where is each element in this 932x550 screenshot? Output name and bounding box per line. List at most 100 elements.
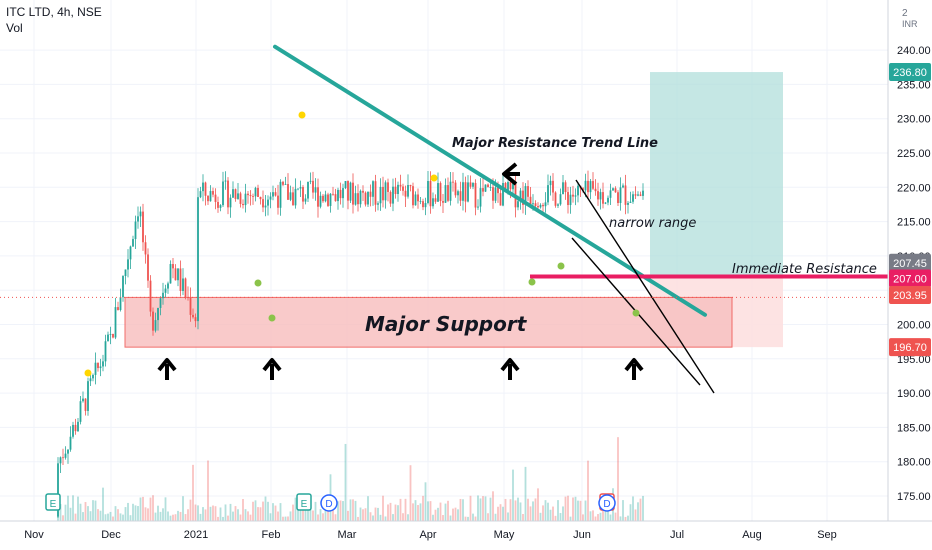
volume-bar — [582, 514, 584, 521]
candle-body — [297, 188, 299, 190]
candle-body — [109, 333, 112, 335]
volume-bar — [534, 498, 537, 521]
candle-body — [527, 186, 529, 197]
candle-body — [499, 193, 502, 206]
volume-bar — [302, 510, 304, 521]
volume-bar — [227, 515, 229, 521]
volume-bar — [217, 516, 219, 521]
candle-body — [507, 182, 509, 192]
candle-body — [179, 268, 182, 291]
candle-body — [594, 188, 597, 192]
candle-body — [554, 192, 557, 206]
volume-bar — [137, 506, 139, 521]
volume-bar — [577, 500, 579, 521]
volume-bar — [467, 516, 469, 521]
candle-body — [162, 292, 164, 299]
y-tick-label: 215.00 — [897, 217, 931, 229]
candle-body — [642, 190, 644, 196]
volume-bar — [519, 502, 522, 521]
candle-body — [262, 199, 264, 208]
volume-bar — [337, 501, 339, 521]
candle-body — [227, 180, 229, 208]
volume-bar — [597, 514, 599, 521]
annotation-immediate-resistance: Immediate Resistance — [732, 262, 877, 277]
volume-bar — [179, 511, 182, 521]
volume-bar — [127, 502, 129, 521]
volume-bar — [164, 497, 167, 521]
volume-bar — [209, 506, 212, 521]
candle-body — [59, 457, 62, 464]
candle-body — [619, 187, 622, 203]
volume-bar — [307, 510, 309, 521]
volume-bar — [369, 512, 372, 521]
candle-body — [152, 311, 154, 331]
volume-bar — [394, 504, 397, 521]
candle-body — [567, 192, 569, 206]
volume-bar — [484, 496, 487, 521]
candle-body — [182, 278, 184, 291]
volume-bar — [92, 500, 94, 521]
candle-body — [144, 242, 147, 255]
volume-bar — [82, 512, 84, 521]
signal-dot — [254, 279, 262, 287]
volume-bar — [619, 516, 622, 521]
volume-bar — [632, 496, 634, 521]
candle-body — [562, 182, 564, 195]
candle-body — [177, 268, 179, 281]
volume-bar — [297, 509, 299, 521]
candle-body — [557, 204, 559, 206]
price-tag-box — [889, 63, 931, 82]
candle-body — [319, 195, 322, 207]
candle-body — [114, 307, 117, 338]
volume-bar — [62, 515, 64, 521]
candle-body — [62, 457, 64, 459]
volume-bar — [134, 505, 137, 521]
candle-body — [572, 194, 574, 197]
candle-body — [282, 181, 284, 185]
volume-bar — [152, 495, 154, 521]
candle-body — [107, 334, 109, 342]
volume-bar — [452, 508, 454, 521]
volume-bar — [529, 506, 532, 521]
candle-body — [142, 211, 144, 243]
volume-bar — [494, 513, 497, 521]
volume-bar — [74, 513, 77, 521]
volume-bar — [379, 514, 382, 521]
volume-bar — [132, 503, 134, 521]
candle-body — [299, 187, 302, 189]
candle-body — [312, 180, 314, 193]
volume-bar — [404, 498, 407, 521]
candle-body — [104, 341, 107, 362]
volume-bar — [492, 491, 494, 521]
volume-bar — [584, 500, 587, 521]
volume-bar — [522, 514, 524, 521]
volume-bar — [499, 504, 502, 521]
candle-body — [197, 197, 199, 322]
candle-body — [272, 192, 274, 197]
candle-body — [117, 307, 119, 310]
volume-bar — [189, 499, 192, 521]
volume-bar — [184, 514, 187, 521]
volume-bar — [207, 460, 209, 521]
volume-bar — [507, 512, 509, 521]
volume-bar — [487, 513, 489, 521]
volume-bar — [602, 508, 604, 521]
volume-bar — [114, 506, 117, 521]
candle-body — [129, 246, 132, 260]
candle-body — [529, 196, 532, 205]
candle-body — [329, 193, 332, 206]
volume-bar — [69, 507, 72, 521]
candle-body — [137, 216, 139, 222]
volume-bar — [237, 509, 239, 521]
volume-bar — [349, 499, 352, 521]
candle-body — [79, 401, 82, 422]
candle-body — [437, 183, 439, 202]
candle-body — [542, 204, 544, 207]
volume-bar — [389, 502, 392, 521]
candle-body — [67, 449, 69, 454]
volume-bar — [509, 499, 512, 521]
volume-bar — [84, 502, 87, 521]
candle-body — [417, 194, 419, 202]
volume-bar — [294, 497, 297, 521]
volume-bar — [539, 512, 542, 521]
